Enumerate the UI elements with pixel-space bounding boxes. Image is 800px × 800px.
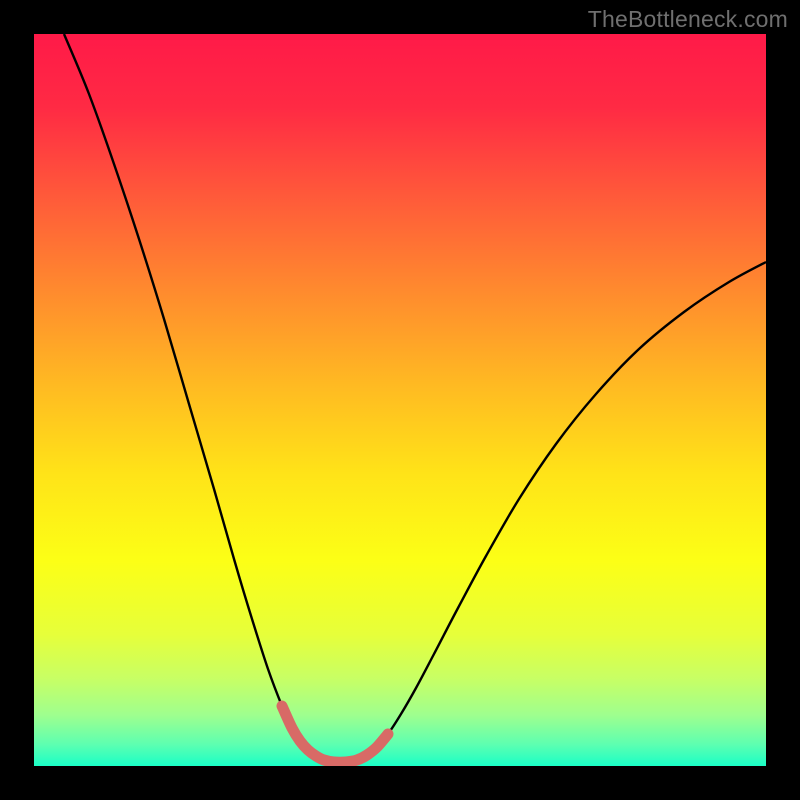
outer-frame: TheBottleneck.com [0,0,800,800]
plot-area [34,34,766,766]
watermark-text: TheBottleneck.com [588,6,788,33]
